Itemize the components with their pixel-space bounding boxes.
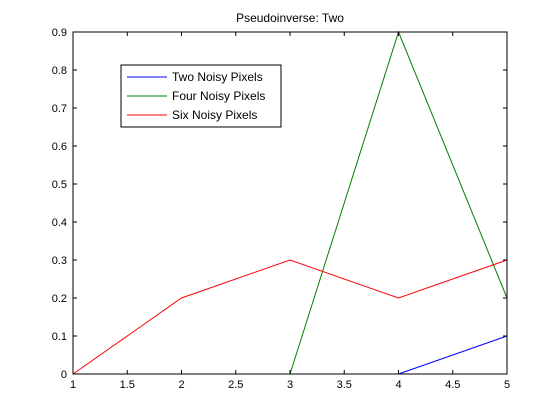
- x-tick-label: 3.5: [337, 379, 352, 391]
- y-tick-label: 0.7: [52, 103, 67, 115]
- x-tick-label: 4.5: [445, 379, 460, 391]
- x-axis: 1 1.5 2 2.5 3 3.5 4 4.5 5: [70, 32, 510, 391]
- y-tick-label: 0.9: [52, 27, 67, 39]
- y-tick-label: 0.4: [52, 217, 67, 229]
- y-tick-label: 0.6: [52, 141, 67, 153]
- x-tick-label: 5: [504, 379, 510, 391]
- x-tick-label: 2.5: [228, 379, 243, 391]
- y-tick-label: 0.2: [52, 293, 67, 305]
- y-tick-label: 0.1: [52, 331, 67, 343]
- x-tick-label: 3: [287, 379, 293, 391]
- y-tick-label: 0: [61, 369, 67, 381]
- series-line-3: [72, 259, 508, 375]
- chart-title: Pseudoinverse: Two: [236, 11, 344, 25]
- series-line-1: [398, 335, 508, 375]
- legend-label-2: Four Noisy Pixels: [172, 89, 265, 103]
- x-tick-label: 4: [395, 379, 401, 391]
- legend: Two Noisy Pixels Four Noisy Pixels Six Noi…: [120, 64, 282, 128]
- y-axis: 0 0.1 0.2 0.3 0.4 0.5 0.6 0.7 0.8 0.9: [52, 27, 507, 381]
- legend-label-1: Two Noisy Pixels: [172, 70, 263, 84]
- x-tick-label: 1: [70, 379, 76, 391]
- x-tick-label: 1.5: [120, 379, 135, 391]
- y-tick-label: 0.8: [52, 65, 67, 77]
- y-tick-label: 0.5: [52, 179, 67, 191]
- legend-label-3: Six Noisy Pixels: [172, 108, 257, 122]
- y-tick-label: 0.3: [52, 255, 67, 267]
- x-tick-label: 2: [178, 379, 184, 391]
